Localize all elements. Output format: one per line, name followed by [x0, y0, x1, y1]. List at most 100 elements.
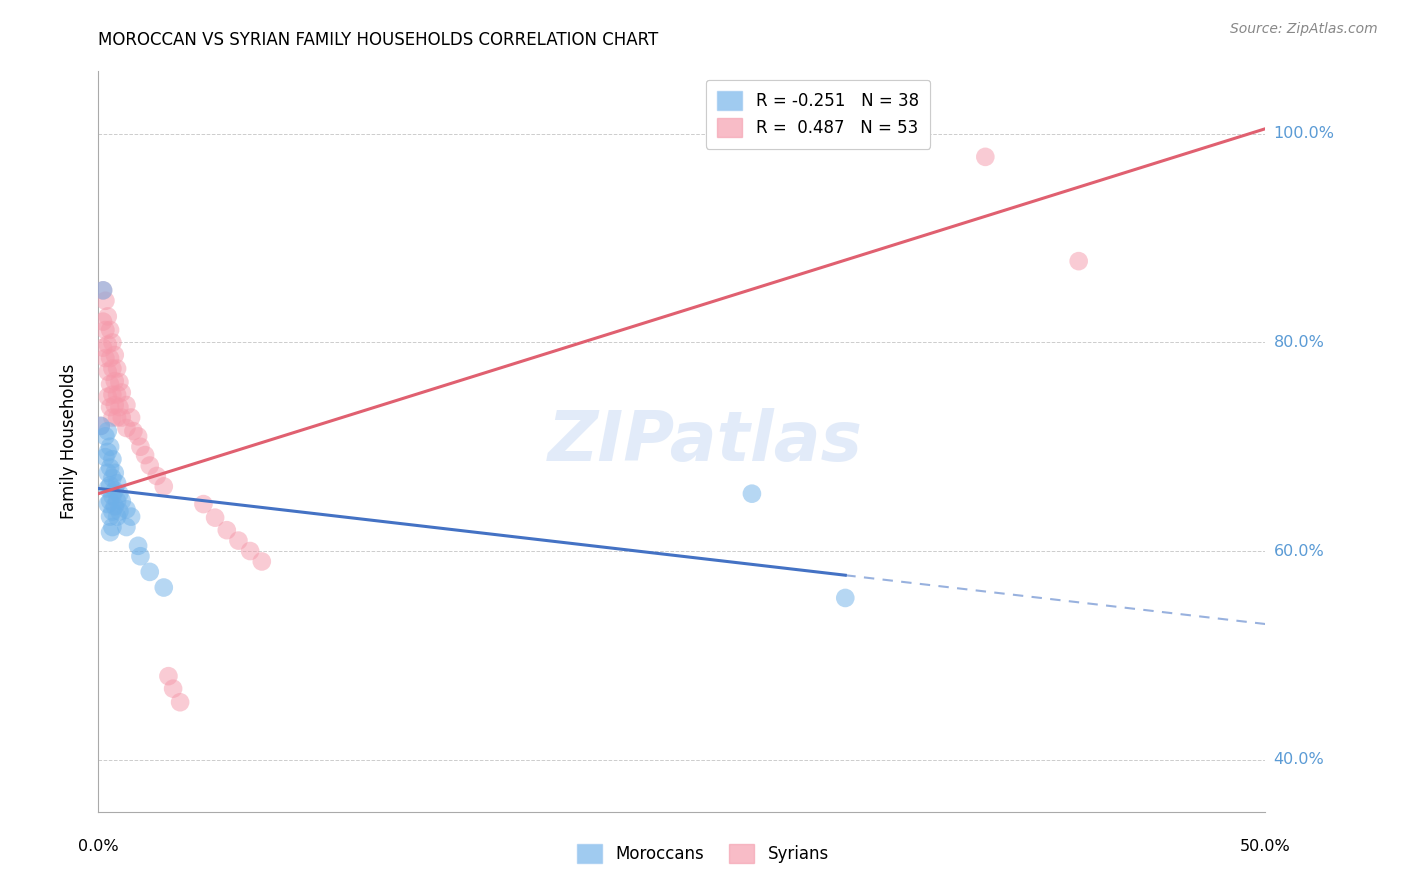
Point — [101, 410, 124, 425]
Point — [97, 497, 120, 511]
Point — [97, 466, 120, 480]
Point — [157, 669, 180, 683]
Point — [94, 429, 117, 443]
Point — [122, 424, 145, 438]
Point — [94, 323, 117, 337]
Point — [204, 510, 226, 524]
Text: 80.0%: 80.0% — [1274, 335, 1324, 350]
Point — [101, 489, 124, 503]
Point — [91, 341, 114, 355]
Point — [111, 410, 134, 425]
Point — [98, 478, 121, 492]
Point — [139, 565, 162, 579]
Point — [105, 410, 128, 425]
Point — [98, 440, 121, 454]
Point — [108, 400, 131, 414]
Point — [101, 335, 124, 350]
Legend: R = -0.251   N = 38, R =  0.487   N = 53: R = -0.251 N = 38, R = 0.487 N = 53 — [706, 79, 931, 149]
Point — [105, 476, 128, 491]
Point — [91, 315, 114, 329]
Point — [129, 549, 152, 564]
Point — [115, 502, 138, 516]
Point — [104, 374, 127, 388]
Point — [97, 365, 120, 379]
Point — [101, 361, 124, 376]
Point — [834, 591, 856, 605]
Point — [98, 509, 121, 524]
Legend: Moroccans, Syrians: Moroccans, Syrians — [565, 833, 841, 875]
Point — [101, 520, 124, 534]
Point — [129, 862, 152, 876]
Point — [104, 499, 127, 513]
Point — [152, 479, 174, 493]
Point — [101, 471, 124, 485]
Point — [98, 377, 121, 392]
Point — [97, 482, 120, 496]
Point — [94, 351, 117, 365]
Point — [108, 375, 131, 389]
Point — [97, 445, 120, 459]
Point — [193, 497, 215, 511]
Point — [111, 385, 134, 400]
Point — [98, 460, 121, 475]
Point — [91, 283, 114, 297]
Point — [98, 351, 121, 365]
Point — [91, 283, 114, 297]
Point — [105, 841, 128, 855]
Point — [104, 348, 127, 362]
Point — [105, 494, 128, 508]
Point — [127, 429, 149, 443]
Point — [741, 486, 763, 500]
Point — [98, 323, 121, 337]
Point — [152, 581, 174, 595]
Point — [120, 410, 142, 425]
Point — [97, 310, 120, 324]
Point — [1067, 254, 1090, 268]
Text: MOROCCAN VS SYRIAN FAMILY HOUSEHOLDS CORRELATION CHART: MOROCCAN VS SYRIAN FAMILY HOUSEHOLDS COR… — [98, 31, 658, 49]
Point — [97, 390, 120, 404]
Point — [94, 450, 117, 465]
Point — [974, 150, 997, 164]
Point — [115, 852, 138, 866]
Point — [104, 483, 127, 498]
Point — [97, 424, 120, 438]
Point — [108, 486, 131, 500]
Text: 0.0%: 0.0% — [79, 839, 118, 855]
Point — [127, 539, 149, 553]
Point — [101, 504, 124, 518]
Text: ZIPatlas: ZIPatlas — [548, 408, 863, 475]
Point — [115, 520, 138, 534]
Point — [239, 544, 262, 558]
Point — [115, 421, 138, 435]
Text: 40.0%: 40.0% — [1274, 752, 1324, 767]
Point — [101, 387, 124, 401]
Text: 50.0%: 50.0% — [1240, 839, 1291, 855]
Point — [250, 554, 273, 568]
Point — [104, 466, 127, 480]
Point — [115, 398, 138, 412]
Point — [129, 440, 152, 454]
Text: 100.0%: 100.0% — [1274, 127, 1334, 142]
Point — [94, 293, 117, 308]
Point — [101, 452, 124, 467]
Point — [98, 525, 121, 540]
Point — [90, 418, 112, 433]
Y-axis label: Family Households: Family Households — [59, 364, 77, 519]
Point — [146, 469, 169, 483]
Point — [139, 458, 162, 473]
Point — [105, 387, 128, 401]
Point — [97, 337, 120, 351]
Point — [104, 398, 127, 412]
Point — [98, 400, 121, 414]
Point — [105, 509, 128, 524]
Point — [215, 523, 238, 537]
Point — [98, 494, 121, 508]
Point — [120, 509, 142, 524]
Point — [108, 504, 131, 518]
Point — [90, 418, 112, 433]
Point — [134, 448, 156, 462]
Point — [111, 494, 134, 508]
Point — [105, 361, 128, 376]
Point — [162, 681, 184, 696]
Text: Source: ZipAtlas.com: Source: ZipAtlas.com — [1230, 22, 1378, 37]
